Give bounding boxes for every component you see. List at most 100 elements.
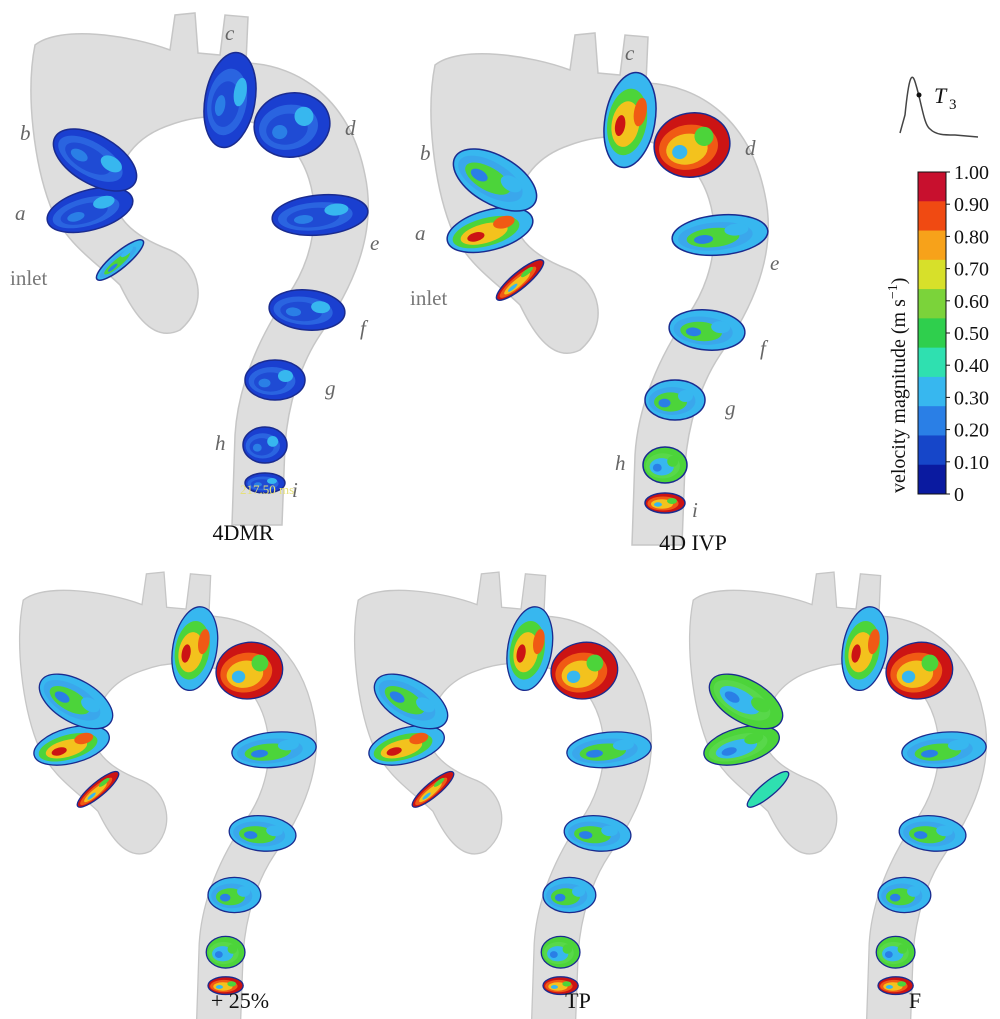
colorbar-title: velocity magnitude (m s−1)	[886, 278, 910, 493]
slice-mr-c	[203, 51, 257, 149]
slice-tp-g	[542, 876, 597, 914]
slice-label-ivp-g: g	[725, 396, 736, 420]
colorbar-band	[918, 289, 946, 319]
slice-label-mr-d: d	[345, 116, 356, 140]
slice-f-in	[746, 770, 790, 808]
slice-ivp-a	[446, 206, 534, 254]
colorbar-tick-label: 0.30	[954, 387, 989, 409]
colorbar-band	[918, 259, 946, 290]
slice-ivp-d	[653, 112, 731, 178]
colorbar-tick-label: 0.80	[954, 226, 989, 248]
slice-ivp-g	[644, 379, 706, 421]
colorbar-band	[918, 318, 946, 349]
slice-tp-b	[373, 673, 449, 730]
panel-f	[689, 571, 988, 1019]
colorbar-tick-label: 0.70	[954, 259, 989, 281]
panel-p25	[19, 571, 318, 1019]
slice-ivp-in	[495, 259, 545, 301]
slice-mr-e	[271, 193, 369, 237]
slice-label-mr-c: c	[225, 21, 235, 45]
slice-label-ivp-e: e	[770, 251, 779, 275]
slice-f-i	[877, 976, 914, 996]
slice-label-mr-g: g	[325, 376, 336, 400]
slice-label-ivp-i: i	[692, 498, 698, 522]
slice-f-d	[885, 641, 954, 700]
colorbar-tick-label: 0.40	[954, 355, 989, 377]
slice-label-mr-h: h	[215, 431, 226, 455]
colorbar-tick-label: 0.10	[954, 452, 989, 474]
colorbar-band	[918, 347, 946, 378]
slice-ivp-c	[603, 71, 657, 169]
slice-ivp-i	[644, 492, 686, 514]
colorbar-tick-label: 0	[954, 484, 964, 506]
colorbar-band	[918, 406, 946, 436]
slice-ivp-b	[452, 148, 538, 212]
slice-label-mr-i: i	[292, 478, 298, 502]
slice-f-h	[875, 935, 916, 969]
slice-label-mr-a: a	[15, 201, 26, 225]
colorbar: 1.00 0.90 0.80 0.70 0.60 0.50 0.40 0.30 0.20 0.10…	[886, 162, 989, 506]
slice-ivp-f	[668, 309, 746, 351]
time-stamp: 217.50 ms	[240, 482, 294, 497]
slice-tp-a	[368, 725, 445, 766]
slice-mr-g	[244, 359, 306, 401]
slice-f-g	[877, 876, 932, 914]
slice-mr-b	[52, 128, 138, 192]
colorbar-tick-label: 0.20	[954, 420, 989, 442]
colorbar-band	[918, 201, 946, 232]
slice-label-mr-b: b	[20, 121, 31, 145]
slice-mr-i	[244, 472, 286, 494]
slice-label-mr-e: e	[370, 231, 379, 255]
colorbar-tick-label: 0.90	[954, 194, 989, 216]
slice-f-a	[703, 725, 780, 766]
slice-p25-i	[207, 976, 244, 996]
slice-tp-in	[411, 770, 455, 808]
vessel-ivp	[430, 32, 770, 546]
caption-tp: TP	[565, 988, 591, 1013]
slice-label-ivp-c: c	[625, 41, 635, 65]
slice-mr-in	[95, 239, 145, 281]
colorbar-band	[918, 464, 946, 495]
colorbar-band	[918, 435, 946, 466]
slice-f-e	[901, 731, 987, 769]
colorbar-band	[918, 172, 946, 202]
colorbar-tick-label: 0.60	[954, 291, 989, 313]
slice-tp-d	[550, 641, 619, 700]
colorbar-tick-label: 1.00	[954, 162, 989, 184]
slice-label-ivp-a: a	[415, 221, 426, 245]
slice-mr-h	[242, 426, 288, 464]
slice-p25-b	[38, 673, 114, 730]
slice-ivp-e	[671, 213, 769, 257]
slice-mr-d	[253, 92, 331, 158]
slice-tp-c	[506, 606, 554, 692]
vessel-p25	[19, 571, 318, 1019]
slice-p25-h	[205, 935, 246, 969]
vessel-tp	[354, 571, 653, 1019]
inlet-label-ivp: inlet	[410, 286, 447, 310]
waveform-marker-label: T	[934, 83, 948, 108]
colorbar-tick-label: 0.50	[954, 323, 989, 345]
slice-f-c	[841, 606, 889, 692]
slice-f-b	[708, 673, 784, 730]
caption-plus-25: + 25%	[210, 988, 270, 1013]
panel-ivp: a b c d e f g h i inlet	[410, 32, 779, 546]
slice-p25-c	[171, 606, 219, 692]
slice-p25-d	[215, 641, 284, 700]
waveform-curve	[899, 76, 979, 138]
vessel-mr	[30, 12, 370, 526]
slice-tp-f	[563, 814, 632, 852]
vessel-f	[689, 571, 988, 1019]
slice-ivp-h	[642, 446, 688, 484]
colorbar-band	[918, 376, 946, 407]
slice-tp-h	[540, 935, 581, 969]
slice-mr-a	[46, 186, 134, 234]
slice-label-ivp-d: d	[745, 136, 756, 160]
waveform-marker-subscript: 3	[949, 97, 957, 113]
colorbar-band	[918, 230, 946, 261]
slice-mr-f	[268, 289, 346, 331]
panel-tp	[354, 571, 653, 1019]
slice-tp-i	[542, 976, 579, 996]
slice-label-mr-f: f	[360, 316, 369, 340]
